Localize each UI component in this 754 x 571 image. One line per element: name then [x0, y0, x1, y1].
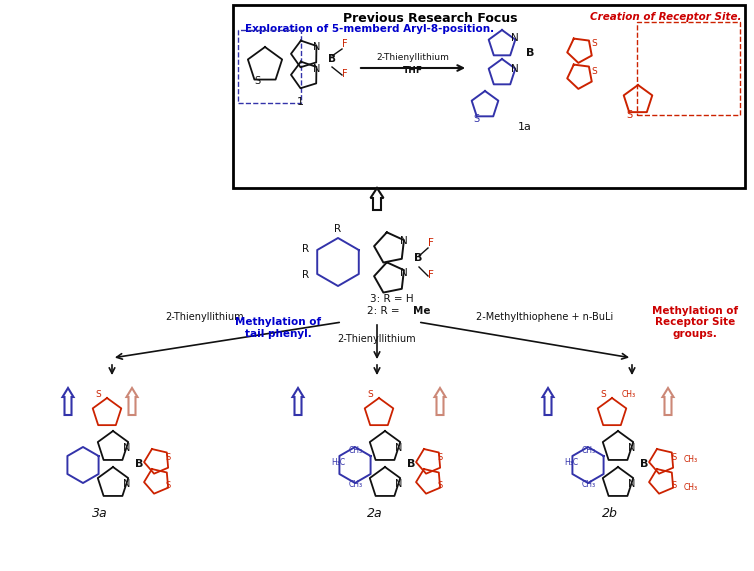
Text: H₃C: H₃C	[564, 458, 578, 467]
Text: R: R	[335, 224, 342, 234]
Text: Methylation of
tail phenyl.: Methylation of tail phenyl.	[235, 317, 321, 339]
Text: N: N	[123, 443, 130, 453]
Text: 3: R = H: 3: R = H	[370, 294, 414, 304]
Text: H₃C: H₃C	[331, 458, 345, 467]
Text: N: N	[511, 64, 519, 74]
Text: N: N	[395, 479, 403, 489]
Text: Exploration of 5-memberd Aryl-8-position.: Exploration of 5-memberd Aryl-8-position…	[245, 24, 494, 34]
Text: THF: THF	[403, 66, 423, 75]
Text: S: S	[166, 453, 171, 462]
Text: 2b: 2b	[602, 507, 618, 520]
Text: Methylation of
Receptor Site
groups.: Methylation of Receptor Site groups.	[652, 306, 738, 339]
Text: Me: Me	[413, 306, 431, 316]
Text: 2: R =: 2: R =	[367, 306, 403, 316]
Text: S: S	[95, 390, 101, 399]
Text: S: S	[254, 76, 260, 86]
Text: Previous Research Focus: Previous Research Focus	[343, 12, 517, 25]
Text: B: B	[407, 459, 415, 469]
Text: 2-Thienyllithium: 2-Thienyllithium	[166, 312, 244, 322]
Text: S: S	[166, 481, 171, 490]
Text: S: S	[367, 390, 372, 399]
FancyBboxPatch shape	[233, 5, 745, 188]
Text: N: N	[395, 443, 403, 453]
Text: N: N	[628, 443, 636, 453]
Text: B: B	[414, 253, 422, 263]
Text: B: B	[640, 459, 648, 469]
Text: CH₃: CH₃	[349, 446, 363, 455]
Text: CH₃: CH₃	[684, 455, 698, 464]
Text: CH₃: CH₃	[582, 446, 596, 455]
Text: S: S	[671, 481, 676, 490]
Text: N: N	[123, 479, 130, 489]
Text: B: B	[526, 48, 535, 58]
Text: R: R	[302, 244, 310, 254]
Text: N: N	[511, 33, 519, 43]
Text: S: S	[473, 114, 479, 124]
Text: B: B	[328, 54, 336, 64]
Text: S: S	[438, 453, 443, 462]
Text: 2-Thienyllithium: 2-Thienyllithium	[338, 334, 416, 344]
Text: S: S	[591, 39, 596, 48]
Text: N: N	[313, 42, 320, 52]
Text: 2-Thienyllithium: 2-Thienyllithium	[376, 53, 449, 62]
Text: 1: 1	[296, 97, 304, 107]
Text: F: F	[342, 69, 348, 79]
Text: CH₃: CH₃	[622, 390, 636, 399]
Text: N: N	[628, 479, 636, 489]
Text: F: F	[428, 238, 434, 248]
Text: N: N	[400, 236, 408, 246]
Text: 1a: 1a	[518, 122, 532, 132]
Text: F: F	[428, 270, 434, 280]
Text: Creation of Receptor Site.: Creation of Receptor Site.	[590, 12, 742, 22]
Text: 2a: 2a	[367, 507, 383, 520]
Text: S: S	[626, 110, 632, 120]
Text: S: S	[438, 481, 443, 490]
Text: N: N	[313, 64, 320, 74]
Text: CH₃: CH₃	[349, 480, 363, 489]
Text: 2-Methylthiophene + n-BuLi: 2-Methylthiophene + n-BuLi	[477, 312, 614, 322]
Text: R: R	[302, 270, 310, 280]
Text: N: N	[400, 268, 408, 278]
Text: F: F	[342, 39, 348, 49]
Text: B: B	[135, 459, 143, 469]
Text: CH₃: CH₃	[582, 480, 596, 489]
Text: S: S	[671, 453, 676, 462]
Text: S: S	[591, 67, 596, 76]
Text: 3a: 3a	[92, 507, 108, 520]
Text: CH₃: CH₃	[684, 483, 698, 492]
Text: S: S	[600, 390, 605, 399]
